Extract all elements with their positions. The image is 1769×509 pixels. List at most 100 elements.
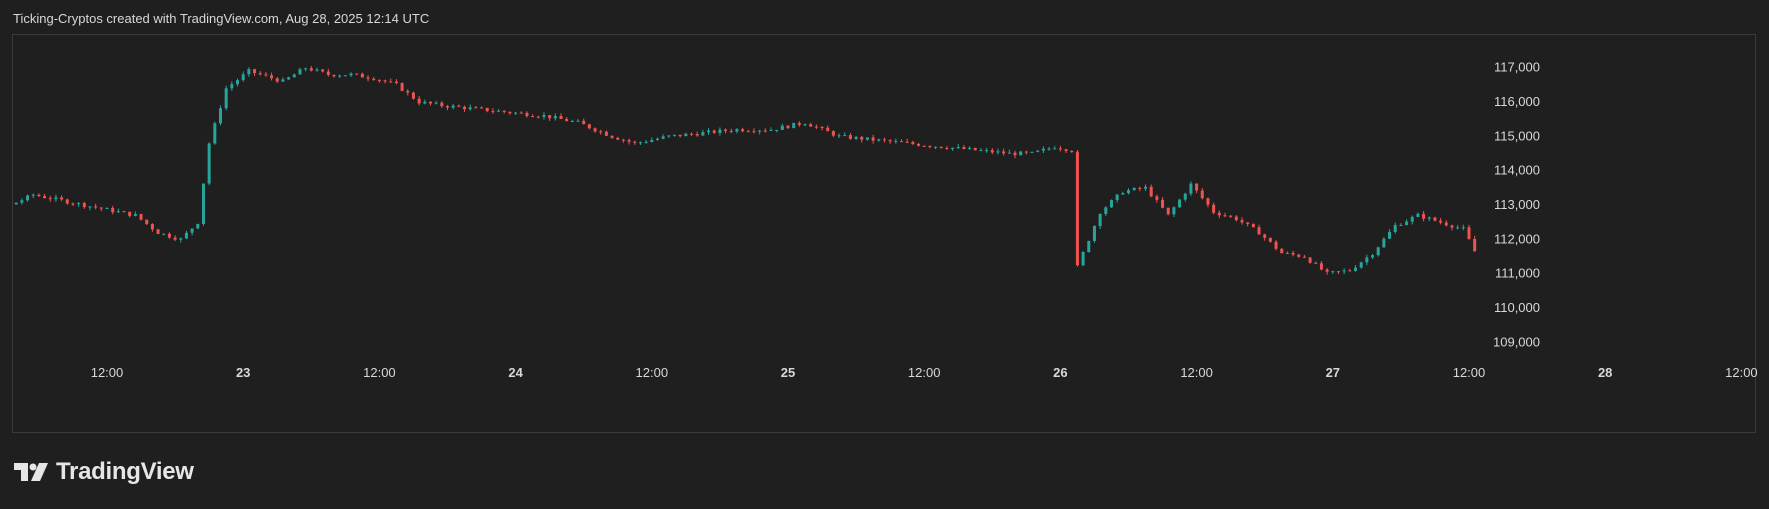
candle-up: [934, 146, 938, 148]
candle-down: [633, 141, 637, 143]
candle-down: [264, 74, 268, 76]
candle-down: [275, 78, 279, 82]
candle-down: [724, 129, 728, 132]
candle-down: [400, 83, 404, 91]
candle-down: [253, 69, 257, 74]
candle-up: [968, 147, 972, 149]
candle-down: [746, 131, 750, 133]
candle-down: [1450, 225, 1454, 228]
candle-up: [105, 208, 109, 210]
candle-up: [184, 232, 188, 239]
candle-down: [1240, 220, 1244, 223]
candle-down: [1422, 213, 1426, 219]
x-tick-time-label: 12:00: [1180, 365, 1213, 380]
candle-down: [1155, 196, 1159, 200]
candle-down: [128, 211, 132, 216]
candle-down: [604, 131, 608, 136]
candle-up: [1183, 193, 1187, 200]
candle-up: [26, 195, 30, 201]
candle-up: [1416, 213, 1420, 217]
candle-up: [213, 123, 217, 144]
candle-up: [179, 238, 183, 240]
candle-down: [446, 106, 449, 108]
candle-down: [406, 90, 410, 93]
candle-up: [684, 133, 688, 137]
candle-up: [1041, 148, 1045, 151]
candle-down: [809, 124, 813, 127]
candle-down: [1212, 204, 1216, 213]
candle-up: [718, 129, 722, 133]
candle-up: [236, 80, 240, 85]
candle-down: [797, 122, 801, 125]
candle-down: [150, 223, 154, 230]
candle-down: [587, 124, 591, 129]
price-axis: 117,000 116,000 115,000 114,000 113,000 112,0…: [1493, 60, 1540, 350]
candle-down: [1161, 199, 1165, 208]
candle-down: [1246, 222, 1250, 224]
candle-down: [593, 128, 597, 132]
candle-up: [20, 200, 24, 203]
candle-down: [1200, 190, 1204, 199]
candle-up: [247, 69, 251, 75]
candle-down: [156, 229, 160, 235]
candle-up: [1109, 200, 1113, 208]
candle-down: [440, 102, 444, 107]
candle-up: [1359, 262, 1363, 268]
candle-down: [463, 106, 467, 110]
candle-down: [502, 110, 506, 112]
candle-down: [43, 196, 47, 199]
chart-frame[interactable]: [12, 34, 1756, 433]
candle-down: [82, 202, 86, 208]
candle-down: [1439, 220, 1443, 223]
candle-down: [309, 68, 313, 71]
candle-up: [1178, 199, 1182, 208]
candle-up: [951, 147, 955, 149]
candle-up: [304, 68, 308, 70]
candle-up: [1399, 225, 1403, 227]
candle-up: [423, 101, 427, 104]
y-tick-label: 116,000: [1494, 94, 1540, 109]
candle-up: [224, 88, 228, 109]
candle-up: [644, 141, 648, 143]
y-tick-label: 117,000: [1494, 60, 1540, 75]
candle-up: [1104, 207, 1108, 214]
x-tick-time-label: 12:00: [1453, 365, 1486, 380]
candle-down: [508, 111, 512, 114]
candle-up: [219, 108, 222, 124]
candle-up: [638, 142, 642, 144]
candle-down: [1274, 241, 1278, 249]
candle-up: [77, 202, 81, 204]
candle-down: [729, 131, 733, 133]
candle-down: [94, 206, 98, 208]
candle-down: [1302, 256, 1306, 258]
candle-up: [1087, 240, 1091, 253]
candle-up: [1007, 152, 1011, 154]
candle-down: [871, 137, 875, 141]
candle-up: [207, 143, 211, 184]
candle-down: [1251, 223, 1255, 228]
candle-down: [71, 203, 75, 205]
candles-group: [14, 65, 1477, 275]
candle-up: [735, 129, 739, 132]
candle-up: [162, 233, 166, 235]
candle-down: [1070, 151, 1074, 153]
candle-up: [1365, 257, 1369, 263]
candle-up: [451, 105, 455, 108]
candle-down: [139, 214, 143, 220]
x-tick-time-label: 12:00: [1725, 365, 1758, 380]
candle-down: [1223, 215, 1227, 217]
candle-down: [417, 98, 421, 104]
candle-down: [167, 233, 171, 238]
tradingview-logo[interactable]: TradingView: [14, 458, 194, 486]
candle-down: [377, 79, 381, 81]
candle-down: [945, 148, 949, 150]
candle-down: [1263, 234, 1267, 238]
candle-down: [122, 211, 126, 213]
candle-down: [1348, 270, 1352, 272]
candle-down: [882, 139, 886, 141]
candle-down: [366, 77, 370, 79]
candle-up: [570, 120, 574, 122]
candle-down: [548, 115, 552, 119]
candle-down: [990, 150, 994, 153]
